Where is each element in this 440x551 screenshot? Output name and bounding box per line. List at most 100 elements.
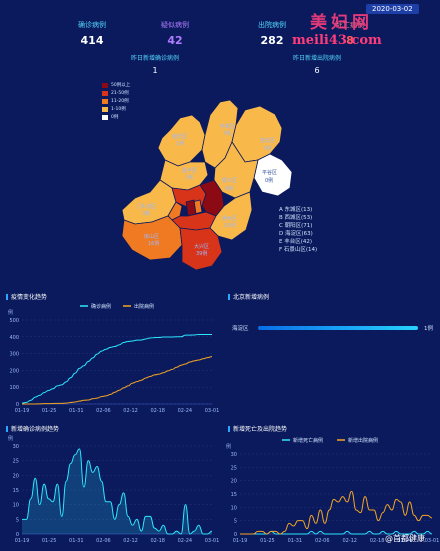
x-tick-label: 01-25	[42, 538, 57, 544]
district-yanqing[interactable]	[157, 114, 206, 167]
x-tick-label: 02-12	[342, 538, 357, 544]
legend-label: 1-10例	[111, 107, 126, 112]
map-label-pinggu: 平谷区	[262, 169, 277, 176]
legend-label: 新增死亡病例	[293, 437, 323, 444]
y-tick-label: 30	[13, 444, 19, 450]
map-label-miyun: 密云区	[260, 137, 275, 144]
stat-confirmed-label: 确诊病例	[78, 21, 106, 29]
y-tick-label: 25	[13, 459, 19, 465]
y-axis-unit: 例	[8, 435, 13, 442]
legend-label: 确诊病例	[91, 303, 111, 310]
x-tick-label: 03-01	[425, 538, 440, 544]
today-bar-category: 海淀区	[232, 326, 249, 332]
district-key-item: D 海淀区(63)	[279, 231, 313, 237]
legend-label: 11-20例	[111, 99, 129, 104]
map-legend: 50例以上 21-50例 11-20例 1-10例 0例	[102, 81, 130, 121]
map-label-changping: 昌平区	[182, 168, 197, 174]
map-label-daxing: 大兴区	[194, 243, 209, 250]
series-line	[21, 448, 213, 535]
district-pinggu[interactable]	[253, 153, 293, 197]
x-tick-label: 03-01	[205, 538, 220, 544]
legend-swatch-orange	[102, 98, 108, 104]
map-label-shunyi: 顺义区	[222, 178, 237, 184]
legend-swatch-dark-red	[102, 82, 108, 88]
trend-chart: 例 0 100 200 300 400 500 01-19 01-25 01-31 02-06 02-…	[8, 303, 220, 414]
stat-suspected-label: 疑似病例	[161, 21, 189, 29]
map-label-mentougou: 门头沟区	[136, 203, 156, 210]
y-tick-label: 30	[231, 452, 237, 458]
stat-deaths: 死亡病例 8	[330, 20, 370, 47]
x-tick-label: 01-31	[288, 538, 303, 544]
stat-discharged-label: 出院病例	[258, 21, 286, 29]
watermark-url: meili43.com	[292, 33, 382, 48]
legend-label: 21-50例	[111, 91, 129, 96]
stat-discharged-value: 282	[260, 34, 284, 47]
y-tick-label: 20	[231, 479, 237, 485]
x-tick-label: 02-12	[123, 538, 138, 544]
district-key-item: E 丰台区(42)	[279, 239, 313, 245]
district-key-list: A 东城区(13) B 西城区(53) C 朝阳区(71) D 海淀区(63) …	[279, 206, 317, 254]
y-tick-label: 100	[9, 385, 19, 391]
map-legend-item: 50例以上	[102, 81, 130, 89]
map-count-mentougou: 3例	[142, 210, 150, 217]
map-count-shunyi: 9例	[225, 185, 233, 192]
watermark-logo: 美妇网 meili43.com	[284, 8, 424, 48]
map-count-daxing: 39例	[196, 250, 207, 257]
x-tick-label: 03-01	[205, 408, 220, 414]
map-label-fangshan: 房山区	[144, 233, 159, 240]
watermark-title: 美妇网	[310, 13, 373, 33]
district-key-item: F 石景山区(14)	[279, 247, 318, 253]
x-tick-label: 01-19	[15, 408, 30, 414]
map-label-tongzhou: 通州区	[222, 215, 237, 222]
credit-label: @首都健康	[385, 534, 425, 543]
series-line	[239, 490, 433, 535]
stat-deaths-value: 8	[346, 34, 354, 47]
y-axis-unit: 例	[226, 443, 231, 450]
map-count-huairou: 7例	[223, 130, 231, 137]
y-tick-label: 25	[231, 465, 237, 471]
sub-stat-new-discharged-value: 6	[314, 66, 320, 75]
x-tick-label: 02-18	[150, 538, 165, 544]
legend-label: 出院病例	[134, 303, 154, 310]
death-panel-title: 新增死亡及出院趋势	[228, 424, 287, 433]
today-panel-title: 北京新增病例	[228, 292, 269, 301]
district-daxing[interactable]	[179, 227, 223, 271]
district-xicheng[interactable]	[185, 199, 197, 217]
map-count-fangshan: 16例	[148, 240, 159, 247]
series-area	[22, 448, 212, 534]
map-legend-item: 1-10例	[102, 105, 130, 113]
stat-discharged: 出院病例 282	[252, 20, 292, 47]
trend-panel-title: 疫情变化趋势	[6, 292, 47, 301]
map-count-miyun: 7例	[263, 145, 271, 152]
x-tick-label: 02-24	[397, 538, 412, 544]
x-tick-label: 01-25	[42, 408, 57, 414]
map-legend-item: 11-20例	[102, 97, 130, 105]
y-tick-label: 0	[234, 532, 237, 538]
x-tick-label: 01-19	[233, 538, 248, 544]
beijing-map: 延庆区 1例 怀柔区 7例 密云区 7例 昌平区 1例 顺义区 9例 平谷区 0…	[121, 99, 293, 271]
y-tick-label: 300	[9, 352, 19, 358]
death-discharge-chart: 例 0 5 10 15 20 25 30 01-19 01-25 01-31 02-06 02-12 02…	[226, 437, 440, 544]
legend-label: 50例以上	[111, 83, 131, 88]
y-tick-label: 0	[16, 532, 19, 538]
sub-stat-new-discharged-label: 昨日新增出院病例	[292, 55, 341, 62]
legend-label: 0例	[111, 115, 119, 120]
today-bar-fill	[258, 326, 418, 330]
x-tick-label: 02-18	[370, 538, 385, 544]
x-tick-label: 02-24	[178, 538, 193, 544]
y-tick-label: 15	[13, 488, 19, 494]
legend-swatch-white	[102, 114, 108, 120]
new-confirmed-chart: 例 0 5 10 15 20 25 30 01-19 01-25 01-31 02-06 02-12 02…	[8, 435, 220, 544]
y-tick-label: 200	[9, 368, 19, 374]
x-tick-label: 02-18	[150, 408, 165, 414]
map-count-changping: 1例	[185, 174, 193, 181]
stat-confirmed: 确诊病例 414	[72, 20, 112, 47]
y-tick-label: 10	[231, 505, 237, 511]
map-legend-item: 21-50例	[102, 89, 130, 97]
y-tick-label: 15	[231, 492, 237, 498]
date-badge: 2020-03-02	[366, 4, 419, 14]
stat-suspected-value: 42	[167, 34, 183, 47]
map-count-yanqing: 1例	[176, 140, 184, 147]
sub-stat-new-confirmed-label: 昨日新增确诊病例	[130, 55, 179, 62]
y-tick-label: 20	[13, 473, 19, 479]
